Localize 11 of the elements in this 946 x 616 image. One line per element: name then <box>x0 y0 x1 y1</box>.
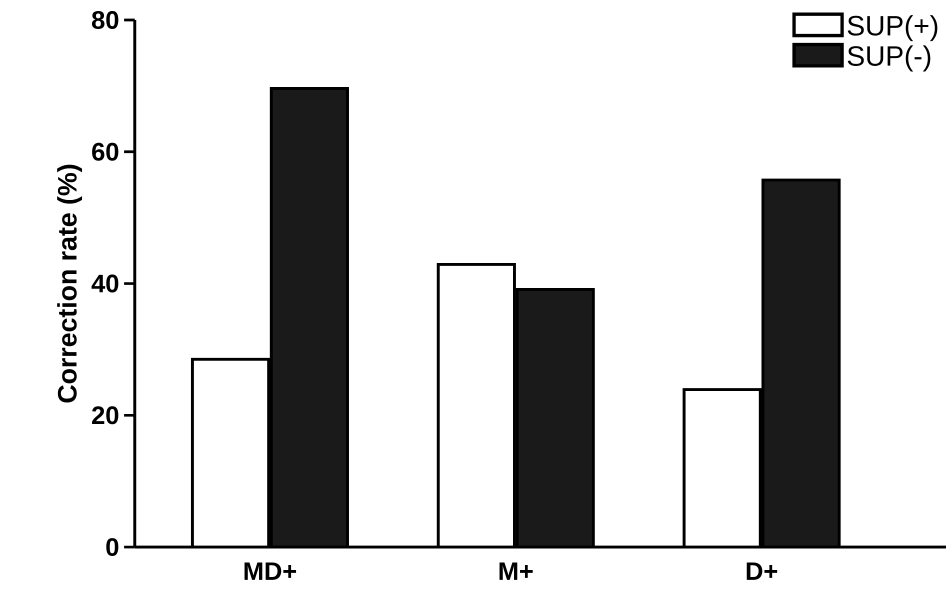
y-tick-label: 60 <box>92 142 118 161</box>
y-tick-label: 20 <box>92 406 118 424</box>
y-tick-label: 0 <box>106 538 118 556</box>
legend-label: SUP(-) <box>848 45 930 72</box>
y-tick-label: 40 <box>92 274 118 292</box>
x-tick-label: M+ <box>500 562 533 580</box>
y-tick-label: 80 <box>92 10 118 29</box>
legend-label: SUP(+) <box>848 14 938 41</box>
x-tick-label: D+ <box>746 562 778 580</box>
x-tick-label: MD+ <box>244 562 296 580</box>
y-axis-title: Correction rate (%) <box>57 164 82 402</box>
